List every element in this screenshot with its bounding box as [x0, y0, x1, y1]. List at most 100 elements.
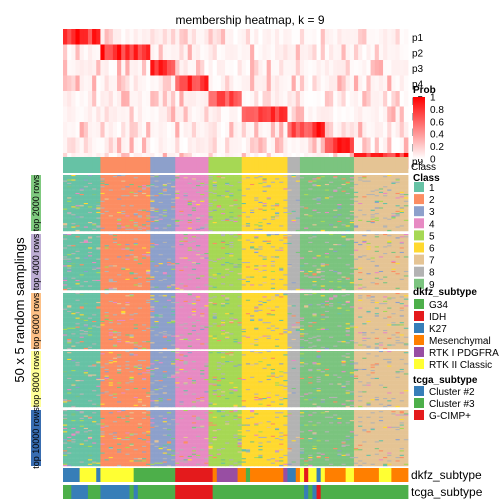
sampling-cell [233, 229, 238, 232]
sampling-cell [383, 213, 388, 215]
sampling-cell [378, 191, 384, 194]
sampling-cell [229, 189, 234, 191]
sampling-cell [229, 197, 234, 199]
sampling-cell [362, 188, 367, 190]
sampling-cell [225, 185, 230, 187]
sampling-cell [258, 223, 263, 225]
sampling-cell [196, 198, 201, 200]
sampling-cell [349, 206, 355, 208]
sampling-cell [316, 195, 322, 197]
sampling-cell [383, 192, 388, 195]
membership-cell [71, 44, 76, 61]
sampling-cell [117, 188, 122, 190]
sampling-cell [104, 186, 110, 188]
sampling-cell [237, 188, 243, 190]
sampling-cell [150, 192, 155, 195]
membership-cell [137, 106, 143, 123]
sampling-cell [83, 210, 89, 213]
sampling-cell [345, 207, 351, 209]
membership-cell [241, 137, 247, 154]
sampling-cell [370, 216, 376, 218]
sampling-cell [162, 189, 168, 191]
sampling-cell [79, 176, 85, 178]
membership-cell [129, 29, 135, 45]
sampling-cell [100, 203, 105, 205]
sampling-cell [291, 187, 297, 189]
sampling-cell [183, 178, 189, 180]
sampling-cell [162, 229, 168, 232]
sampling-cell [287, 187, 293, 189]
sampling-cell [245, 203, 251, 205]
membership-cell [295, 75, 301, 92]
sampling-cell [237, 189, 243, 191]
sampling-cell [133, 194, 139, 196]
sampling-cell [383, 185, 388, 187]
sampling-cell [270, 179, 276, 181]
sampling-cell [329, 201, 334, 204]
membership-cell [196, 44, 201, 61]
sampling-cell [237, 219, 243, 222]
sampling-cell [187, 195, 193, 197]
sampling-cell [158, 197, 164, 199]
sampling-cell [349, 198, 355, 200]
sampling-cell [137, 214, 143, 216]
sampling-cell [63, 199, 68, 202]
sampling-cell [291, 204, 297, 206]
sampling-cell [162, 191, 168, 194]
sampling-cell [150, 229, 155, 232]
sampling-cell [366, 195, 371, 197]
sampling-cell [254, 182, 259, 185]
sampling-cell [175, 183, 180, 186]
sampling-cell [67, 179, 72, 181]
sampling-cell [308, 197, 313, 199]
sampling-cell [71, 207, 76, 209]
sampling-cell [320, 186, 326, 188]
sampling-cell [87, 203, 93, 205]
sampling-cell [362, 182, 367, 185]
sampling-cell [125, 205, 130, 207]
sampling-cell [154, 178, 160, 180]
sampling-cell [279, 197, 284, 199]
sampling-cell [225, 227, 230, 230]
sampling-cell [316, 211, 322, 214]
sampling-cell [92, 204, 97, 206]
sampling-cell [274, 210, 280, 213]
sampling-cell [63, 189, 68, 191]
sampling-cell [129, 219, 135, 222]
sampling-cell [270, 218, 276, 221]
sampling-cell [137, 203, 143, 205]
sampling-cell [370, 215, 376, 217]
sampling-cell [266, 187, 272, 189]
sampling-cell [146, 206, 151, 208]
sampling-cell [312, 223, 317, 225]
sampling-cell [87, 210, 93, 213]
sampling-cell [329, 206, 334, 208]
sampling-cell [258, 191, 263, 194]
sampling-cell [320, 213, 326, 215]
sampling-cell [104, 190, 110, 193]
sampling-cell [229, 207, 234, 209]
sampling-cell [171, 181, 176, 184]
sampling-cell [129, 216, 135, 218]
sampling-cell [125, 214, 130, 216]
sampling-cell [341, 179, 347, 181]
membership-cell [299, 137, 305, 154]
row-group-label: top 10000 rows [31, 407, 41, 469]
sampling-cell [258, 213, 263, 215]
sampling-cell [329, 216, 334, 218]
sampling-cell [233, 185, 238, 187]
sampling-cell [250, 194, 255, 196]
membership-cell [204, 122, 209, 138]
sampling-cell [279, 219, 284, 222]
sampling-cell [320, 191, 326, 194]
membership-cell [324, 106, 330, 123]
sampling-cell [100, 218, 105, 221]
membership-cell [399, 137, 405, 154]
sampling-cell [299, 185, 305, 187]
membership-cell [329, 91, 334, 107]
sampling-cell [345, 206, 351, 208]
sampling-cell [391, 198, 396, 200]
sampling-cell [191, 180, 197, 182]
sampling-cell [212, 190, 218, 193]
sampling-cell [403, 204, 409, 206]
